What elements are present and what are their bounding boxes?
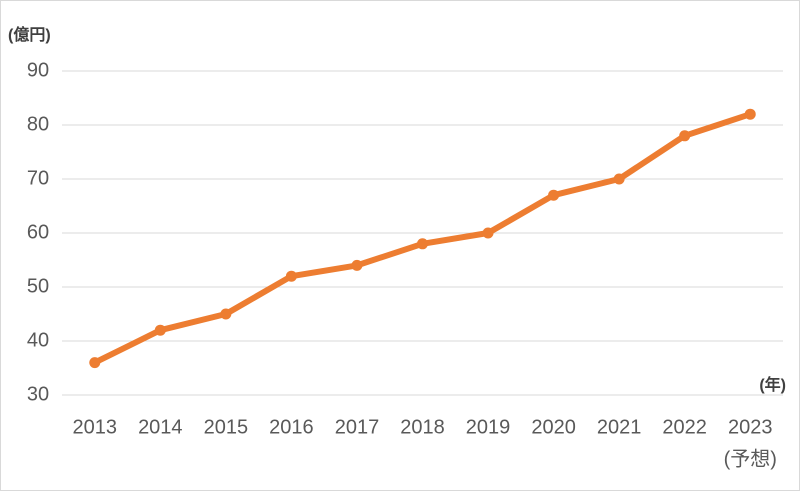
y-tick-label: 90 [27,59,49,81]
x-tick-label: 2017 [335,416,380,438]
x-tick-label: 2014 [138,416,183,438]
x-tick-label: 2016 [269,416,314,438]
annotation: (予想) [724,447,777,470]
y-tick-label: 80 [27,113,49,135]
y-axis-label: (億円) [8,25,51,44]
y-tick-label: 30 [27,383,49,405]
x-tick-label: 2018 [400,416,445,438]
y-tick-label: 60 [27,221,49,243]
x-axis-label: (年) [759,375,786,394]
series-marker [548,189,560,201]
series-marker [417,238,428,250]
series-marker [744,108,756,120]
x-tick-label: 2022 [662,416,707,438]
x-tick-label: 2021 [597,416,642,438]
y-tick-label: 40 [27,329,49,351]
x-tick-label: 2015 [204,416,249,438]
series-marker [679,130,691,142]
series-marker [154,324,166,336]
y-tick-label: 70 [27,167,49,189]
x-tick-label: 2020 [531,416,576,438]
x-tick-label: 2019 [466,416,511,438]
x-tick-label: 2013 [73,416,118,438]
y-tick-label: 50 [27,275,49,297]
x-tick-label: 2023 [728,416,773,438]
series-marker [285,270,297,282]
series-marker [89,357,101,369]
series-marker [482,227,494,239]
series-marker [220,308,232,320]
series-marker [613,173,625,185]
series-marker [351,259,363,271]
